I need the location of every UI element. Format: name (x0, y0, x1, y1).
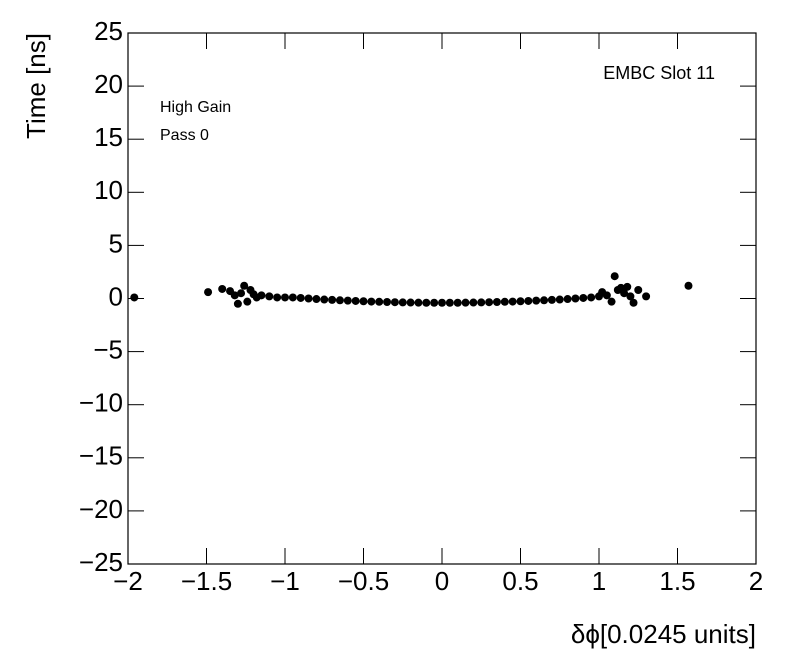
point (587, 293, 596, 302)
point (579, 293, 588, 302)
point (130, 293, 139, 302)
point (469, 298, 478, 307)
point (422, 298, 431, 307)
point (240, 281, 249, 290)
point (383, 298, 392, 307)
y-tick-label: −15 (79, 441, 123, 471)
point (524, 296, 533, 305)
point (398, 298, 407, 307)
point (532, 296, 541, 305)
point (508, 297, 517, 306)
point (312, 295, 321, 304)
x-tick-label: 1 (592, 566, 606, 596)
point (359, 297, 368, 306)
point (607, 297, 616, 306)
point (243, 297, 252, 306)
point (304, 294, 313, 303)
point (445, 298, 454, 307)
point (461, 298, 470, 307)
point (438, 298, 446, 307)
point (623, 282, 632, 291)
point (281, 293, 289, 302)
annotation: High Gain (160, 99, 231, 116)
point (500, 297, 509, 306)
point (204, 288, 213, 297)
y-tick-label: −20 (79, 494, 123, 524)
point (430, 298, 439, 307)
y-tick-label: −25 (79, 547, 123, 577)
x-tick-label: 0.5 (502, 566, 538, 596)
point (602, 291, 611, 300)
point (320, 295, 329, 304)
y-tick-label: 10 (94, 175, 123, 205)
point (273, 293, 282, 302)
point (620, 289, 629, 298)
point (414, 298, 423, 307)
point (477, 298, 486, 307)
x-axis-label: δϕ[0.0245 units] (571, 619, 756, 649)
y-tick-label: 25 (94, 16, 123, 46)
point (237, 289, 246, 298)
x-tick-label: 2 (749, 566, 763, 596)
point (406, 298, 415, 307)
x-tick-label: −2 (113, 566, 143, 596)
x-tick-label: 1.5 (659, 566, 695, 596)
y-tick-label: 5 (109, 228, 123, 258)
chart-title: EMBC Slot 11 (603, 63, 715, 83)
point (555, 295, 564, 304)
point (453, 298, 462, 307)
x-tick-label: −1 (270, 566, 300, 596)
point (634, 286, 643, 295)
point (343, 296, 352, 305)
point (563, 295, 572, 304)
point (492, 298, 501, 307)
point (296, 293, 305, 302)
point (485, 298, 494, 307)
x-tick-label: −1.5 (181, 566, 232, 596)
point (390, 298, 399, 307)
point (610, 272, 619, 281)
x-tick-label: 0 (435, 566, 449, 596)
point (351, 296, 360, 305)
y-tick-label: 15 (94, 122, 123, 152)
point (642, 292, 651, 301)
point (328, 295, 337, 304)
point (626, 292, 635, 301)
y-tick-label: −10 (79, 388, 123, 418)
point (516, 297, 525, 306)
y-axis-label: Time [ns] (21, 33, 51, 139)
point (367, 297, 376, 306)
point (218, 284, 227, 293)
point (540, 296, 549, 305)
point (233, 299, 242, 308)
point (684, 281, 693, 290)
point (547, 295, 556, 304)
point (571, 294, 580, 303)
point (230, 291, 239, 300)
y-tick-label: 0 (109, 281, 123, 311)
point (335, 296, 344, 305)
point (257, 291, 266, 300)
annotation: Pass 0 (160, 127, 209, 144)
x-tick-label: −0.5 (338, 566, 389, 596)
point (375, 297, 384, 306)
point (265, 292, 274, 301)
point (288, 293, 297, 302)
y-tick-label: 20 (94, 69, 123, 99)
y-tick-label: −5 (93, 334, 123, 364)
point (629, 298, 638, 307)
